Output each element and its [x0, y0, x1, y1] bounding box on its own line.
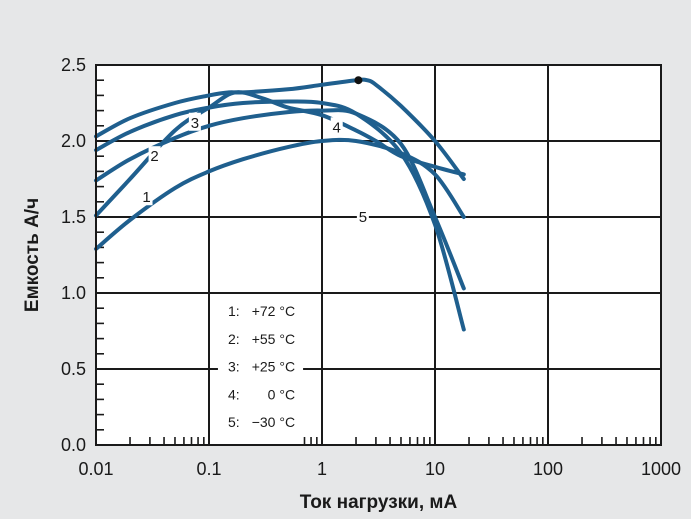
legend-value: +25 °C	[252, 359, 295, 375]
curve-labels: 1 2 3 4 5	[140, 112, 369, 226]
curve-label-3: 3	[191, 115, 199, 132]
legend-box	[217, 296, 304, 445]
peak-marker	[354, 76, 363, 85]
x-tick-label: 10	[425, 459, 445, 479]
y-axis-title: Емкость А/ч	[22, 198, 43, 312]
legend-key: 5:	[228, 414, 240, 430]
curve-label-1: 1	[142, 189, 150, 206]
x-tick-label: 1000	[641, 459, 681, 479]
legend-value: +72 °C	[252, 303, 295, 319]
legend-key: 3:	[228, 359, 240, 375]
curves	[94, 76, 466, 332]
curve-label-4: 4	[333, 119, 341, 136]
y-tick-labels: 0.0 0.5 1.0 1.5 2.0 2.5	[61, 55, 86, 455]
x-tick-label: 100	[533, 459, 563, 479]
curve-label-bg	[330, 117, 343, 136]
curve-label-bg	[356, 207, 369, 225]
y-tick-label: 1.0	[61, 283, 86, 303]
legend-value: 0 °C	[268, 386, 295, 402]
legend-value: −30 °C	[252, 414, 295, 430]
series-line-4	[94, 77, 466, 181]
x-tick-label: 0.1	[196, 459, 221, 479]
grid	[96, 65, 661, 445]
x-tick-label: 1	[317, 459, 327, 479]
plot-frame	[95, 64, 662, 446]
y-tick-label: 2.5	[61, 55, 86, 75]
legend-value: +55 °C	[252, 331, 295, 347]
curve-label-bg	[148, 146, 161, 165]
y-tick-label: 2.0	[61, 131, 86, 151]
curve-label-2: 2	[150, 148, 158, 165]
y-tick-label: 0.0	[61, 435, 86, 455]
legend: 1: +72 °C 2: +55 °C 3: +25 °C 4: 0 °C 5: −30 °C	[217, 296, 304, 445]
legend-key: 2:	[228, 331, 240, 347]
y-tick-label: 1.5	[61, 207, 86, 227]
curve-label-bg	[188, 112, 201, 131]
x-axis-title: Ток нагрузки, мА	[300, 492, 458, 513]
curve-label-5: 5	[359, 209, 367, 226]
legend-key: 1:	[228, 303, 240, 319]
plot-area	[96, 65, 661, 445]
curve-label-bg	[140, 187, 153, 206]
legend-key: 4:	[228, 386, 240, 402]
series-line-3	[94, 99, 466, 332]
series-line-5	[94, 90, 466, 218]
y-tick-label: 0.5	[61, 359, 86, 379]
x-tick-labels: 0.01 0.1 1 10 100 1000	[78, 459, 681, 479]
x-tick-label: 0.01	[78, 459, 113, 479]
